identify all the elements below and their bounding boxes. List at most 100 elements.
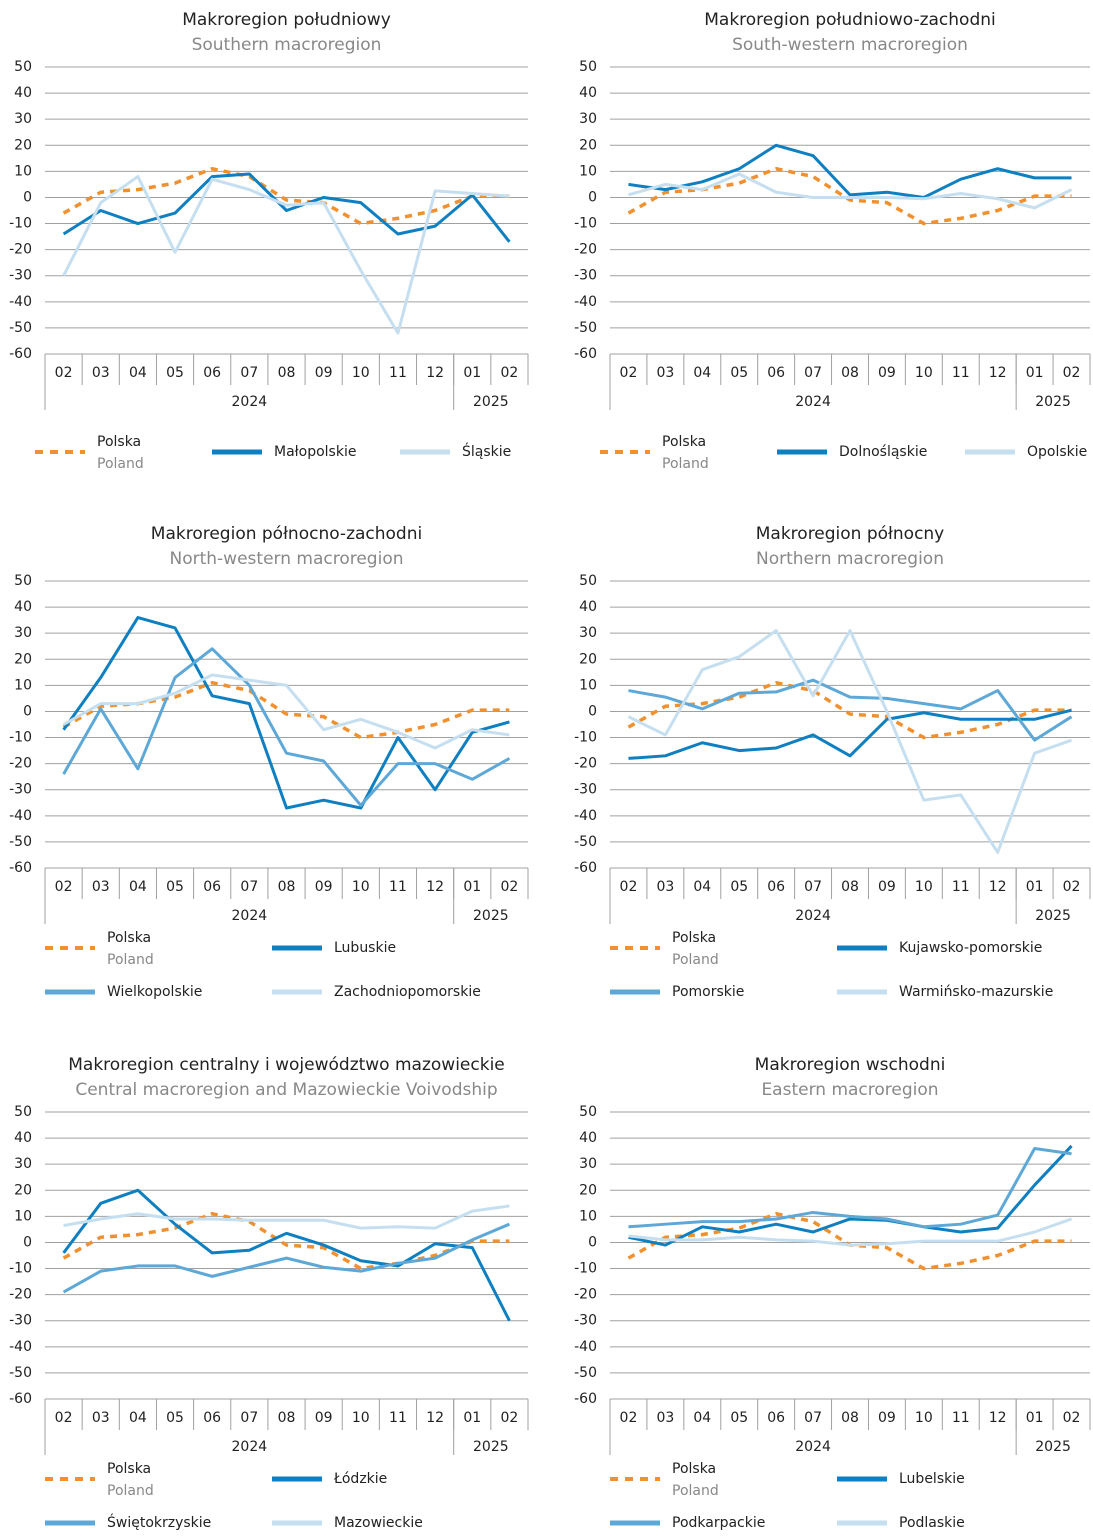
y-tick-label: 20 [579,651,597,667]
y-tick-label: -40 [9,1339,32,1355]
series-line [62,1212,510,1271]
legend-label: Wielkopolskie [107,984,202,1000]
x-tick-label: 12 [426,365,444,381]
x-tick-label: 10 [352,1410,370,1426]
x-tick-label: 07 [240,1410,258,1426]
x-tick-label: 07 [240,365,258,381]
legend-label: Dolnośląskie [839,444,927,460]
x-tick-label: 03 [656,879,674,895]
x-tick-label: 09 [315,1410,333,1426]
year-label: 2025 [473,908,509,924]
chart-subtitle: Northern macroregion [756,549,944,569]
x-tick-label: 06 [767,365,785,381]
x-tick-label: 07 [804,1410,822,1426]
legend-label: Podlaskie [899,1515,965,1531]
y-tick-label: 40 [579,1130,597,1146]
legend-label: Kujawsko-pomorskie [899,940,1042,956]
series-line [628,1144,1073,1247]
y-tick-label: -40 [9,808,32,824]
x-tick-label: 02 [501,365,519,381]
legend-label: Lubuskie [334,940,396,956]
x-tick-label: 07 [804,879,822,895]
x-tick-label: 09 [878,879,896,895]
y-tick-label: 40 [579,85,597,101]
x-tick-label: 02 [55,365,73,381]
y-tick-label: 50 [579,1104,597,1120]
x-tick-label: 05 [166,365,184,381]
y-tick-label: 0 [588,1234,597,1250]
x-tick-label: 10 [352,879,370,895]
y-tick-label: 50 [14,1104,32,1120]
y-tick-label: 20 [579,137,597,153]
legend-label: Opolskie [1027,444,1087,460]
x-tick-label: 02 [1063,879,1081,895]
year-label: 2024 [232,394,268,410]
y-tick-label: -30 [574,1313,597,1329]
x-tick-label: 02 [1063,365,1081,381]
legend-label: Świętokrzyskie [107,1513,211,1531]
y-tick-label: -50 [574,834,597,850]
y-tick-label: -20 [574,756,597,772]
y-tick-label: 0 [23,1234,32,1250]
x-tick-label: 01 [1026,365,1044,381]
x-tick-label: 08 [841,879,859,895]
chart-title: Makroregion południowo-zachodni [704,10,996,30]
y-tick-label: 30 [14,1156,32,1172]
year-label: 2025 [473,1439,509,1455]
legend-label: Polska [107,1461,151,1477]
y-tick-label: 20 [14,1182,32,1198]
x-tick-label: 04 [129,365,147,381]
chart-subtitle: South-western macroregion [732,35,968,55]
y-tick-label: -60 [9,1391,32,1407]
y-tick-label: -50 [574,1365,597,1381]
x-tick-label: 06 [203,879,221,895]
y-tick-label: -50 [9,320,32,336]
legend-label: Polska [672,930,716,946]
x-tick-label: 10 [352,365,370,381]
y-tick-label: -40 [574,294,597,310]
x-tick-label: 02 [620,365,638,381]
y-tick-label: 30 [579,625,597,641]
x-tick-label: 01 [1026,1410,1044,1426]
legend-label: Pomorskie [672,984,744,1000]
chart-title: Makroregion południowy [182,10,391,30]
x-tick-label: 12 [989,1410,1007,1426]
series-line [62,172,511,243]
year-label: 2024 [795,908,831,924]
x-tick-label: 06 [767,879,785,895]
x-tick-label: 04 [129,879,147,895]
y-tick-label: 50 [579,573,597,589]
x-tick-label: 05 [730,1410,748,1426]
legend-label: Małopolskie [274,444,356,460]
y-tick-label: 20 [14,651,32,667]
y-tick-label: -60 [9,860,32,876]
chart-title: Makroregion północny [756,524,945,544]
y-tick-label: -50 [9,1365,32,1381]
series-line [62,616,510,810]
y-tick-label: 10 [14,163,32,179]
x-tick-label: 04 [129,1410,147,1426]
series-line [62,647,511,807]
y-tick-label: -60 [574,860,597,876]
series-line [628,708,1072,760]
chart-subtitle: Southern macroregion [192,35,382,55]
year-label: 2024 [795,1439,831,1455]
legend-label-en: Poland [672,952,719,968]
legend-label-en: Poland [672,1483,719,1499]
series-line [62,1188,511,1322]
legend-label: Warmińsko-mazurskie [899,984,1053,1000]
x-tick-label: 02 [620,879,638,895]
y-tick-label: -60 [574,1391,597,1407]
legend-label: Zachodniopomorskie [334,984,481,1000]
y-tick-label: 10 [14,1208,32,1224]
x-tick-label: 03 [92,879,110,895]
x-tick-label: 06 [203,365,221,381]
y-tick-label: 50 [14,573,32,589]
y-tick-label: 50 [14,59,32,75]
y-tick-label: -40 [574,808,597,824]
x-tick-label: 01 [463,365,481,381]
series-line [62,167,510,226]
x-tick-label: 02 [55,879,73,895]
y-tick-label: 30 [14,111,32,127]
x-tick-label: 02 [501,879,519,895]
